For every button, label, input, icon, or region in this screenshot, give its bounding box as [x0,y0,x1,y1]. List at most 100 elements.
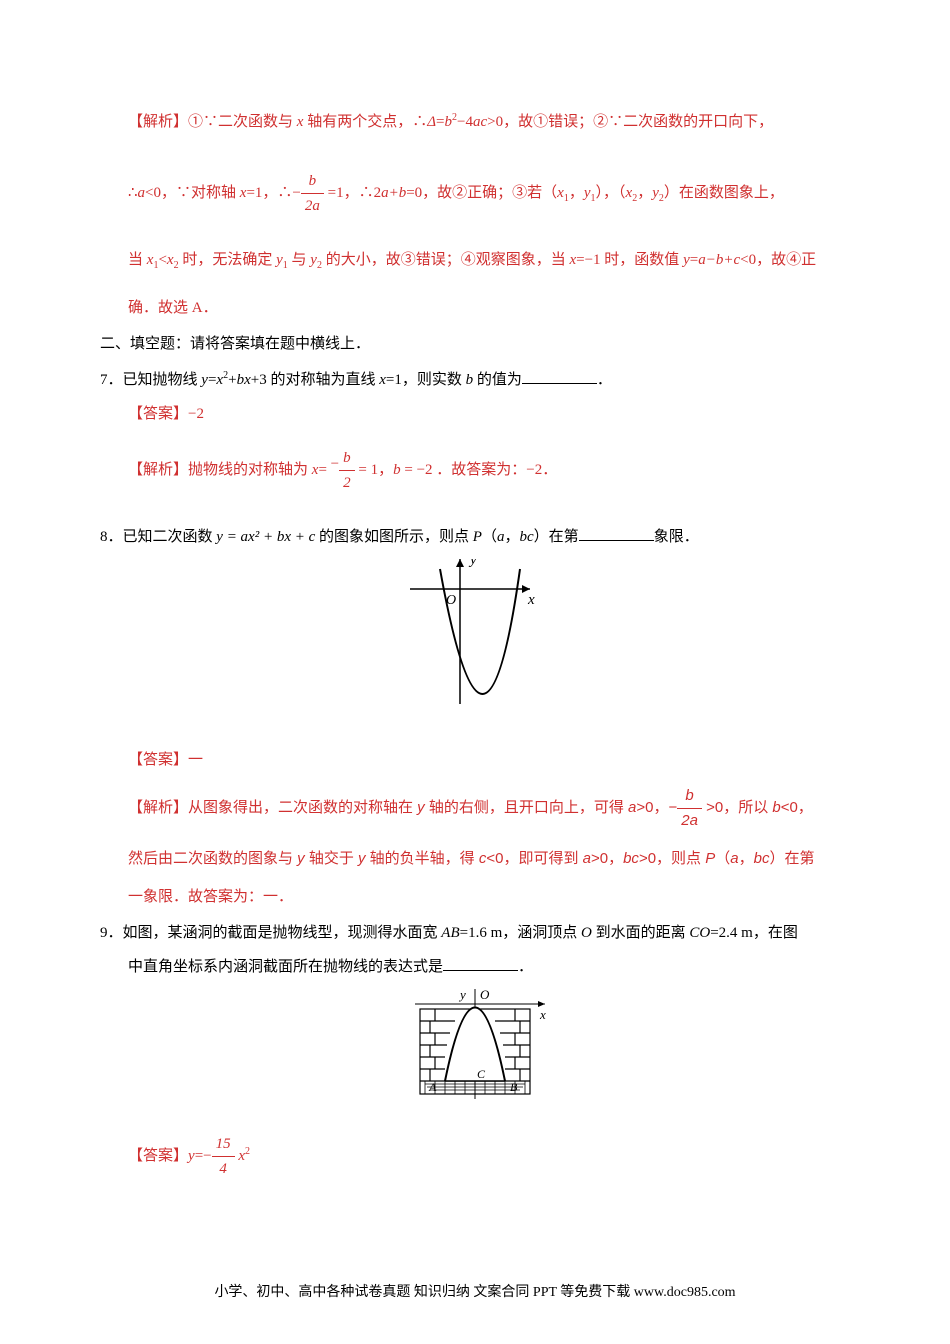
answer-7: 【答案】−2 [100,402,850,426]
var: ac [473,114,487,130]
text: ），（ [596,185,626,201]
figure-8: y x O [100,559,850,718]
origin-label: O [480,989,490,1002]
frac-num: 15 [212,1132,235,1156]
answer-label: 【答案】 [128,752,188,768]
text: 轴有两个交点，∴ [303,114,427,130]
analysis-para-3b: 确．故选 A． [100,296,850,320]
expr: y = ax² + bx + c [216,529,315,545]
frac-den: 2 [339,470,355,495]
q-num: 9． [100,925,123,941]
explain-8-l3: 一象限．故答案为：一． [100,885,850,909]
var: y [358,850,366,867]
y-axis-label: y [458,989,466,1002]
var: x [557,185,564,201]
var: y [201,372,208,388]
text: =1，∴2 [324,185,381,201]
text: ． [597,372,612,388]
text: =1，∴− [246,185,300,201]
tunnel-svg: y O x [395,989,555,1109]
text: 已知抛物线 [123,372,202,388]
origin-label: O [446,593,456,608]
var: y [584,185,591,201]
var: x [379,372,386,388]
text: ， [504,529,519,545]
text: 的大小，故③错误；④观察图象，当 [322,252,570,268]
y-axis-label: y [468,559,477,568]
sup: 2 [245,1146,250,1157]
var: P [473,529,482,545]
frac-num: b [677,784,702,808]
var: a+b [381,185,406,201]
question-9-l1: 9．如图，某涵洞的截面是抛物线型，现测得水面宽 AB=1.6 m，涵洞顶点 O … [100,921,850,945]
text: =1，则实数 [386,372,466,388]
text: 抛物线的对称轴为 [188,462,312,478]
var: b [772,799,780,816]
var: a [138,185,146,201]
var: y [310,252,317,268]
q-num: 7． [100,372,123,388]
question-9-l2: 中直角坐标系内涵洞截面所在抛物线的表达式是． [100,955,850,979]
text: >0，所以 [702,799,772,816]
text: = [318,462,330,478]
var: b [444,114,452,130]
text: 已知二次函数 [123,529,217,545]
text: + [228,372,236,388]
text: 轴的负半轴，得 [366,850,479,867]
text: =−1 时，函数值 [576,252,683,268]
answer-value: 一 [188,752,203,768]
text: 到水面的距离 [592,925,690,941]
answer-label: 【答案】 [128,1148,188,1164]
var: y [188,1148,195,1164]
analysis-para-3: 当 x1<x2 时，无法确定 y1 与 y2 的大小，故③错误；④观察图象，当 … [100,248,850,274]
var: AB [441,925,459,941]
text: 时，无法确定 [179,252,277,268]
var: CO [689,925,710,941]
var: bx [237,372,251,388]
var: a [583,850,591,867]
text: <0，即可得到 [486,850,582,867]
text: = 1， [355,462,393,478]
text: （ [715,850,730,867]
analysis-para-2: ∴a<0，∵对称轴 x=1，∴−b2a =1，∴2a+b=0，故②正确；③若（x… [100,169,850,218]
x-axis-label: x [539,1007,546,1022]
text: >0， [591,850,623,867]
var: bc [754,850,770,867]
text: （ [482,529,497,545]
var: a [730,850,738,867]
var: y [683,252,690,268]
var: b [466,372,474,388]
var: y [297,850,305,867]
text: ∴ [128,185,138,201]
text: >0，则点 [639,850,705,867]
frac-den: 2a [301,193,324,218]
text: =2.4 m，在图 [710,925,798,941]
frac-num: b [301,169,324,193]
blank [443,956,518,971]
text: ）在函数图象上， [664,185,784,201]
figure-9: y O x [100,989,850,1118]
text: <0， [781,799,813,816]
text: 的图象如图所示，则点 [315,529,473,545]
var: y [417,799,425,816]
page-footer: 小学、初中、高中各种试卷真题 知识归纳 文案合同 PPT 等免费下载 www.d… [0,1282,950,1304]
var: y [652,185,659,201]
text: = −2 ．故答案为：−2． [401,462,558,478]
text: 然后由二次函数的图象与 [128,850,297,867]
analysis-para-1: 【解析】①∵二次函数与 x 轴有两个交点，∴Δ=b2−4ac>0，故①错误；②∵… [100,110,850,134]
text: − [331,456,339,472]
text: +3 的对称轴为直线 [251,372,379,388]
text: = [690,252,698,268]
q-num: 8． [100,529,123,545]
var: P [705,850,715,867]
explain-label: 【解析】 [128,462,188,478]
frac-num: b [339,446,355,470]
var: y [276,252,283,268]
text: 的值为 [473,372,522,388]
text: ． [518,959,533,975]
frac-den: 4 [212,1156,235,1181]
text: 当 [128,252,147,268]
text: ， [637,185,652,201]
text: >0，故①错误；②∵二次函数的开口向下， [487,114,773,130]
parabola-svg: y x O [410,559,540,709]
